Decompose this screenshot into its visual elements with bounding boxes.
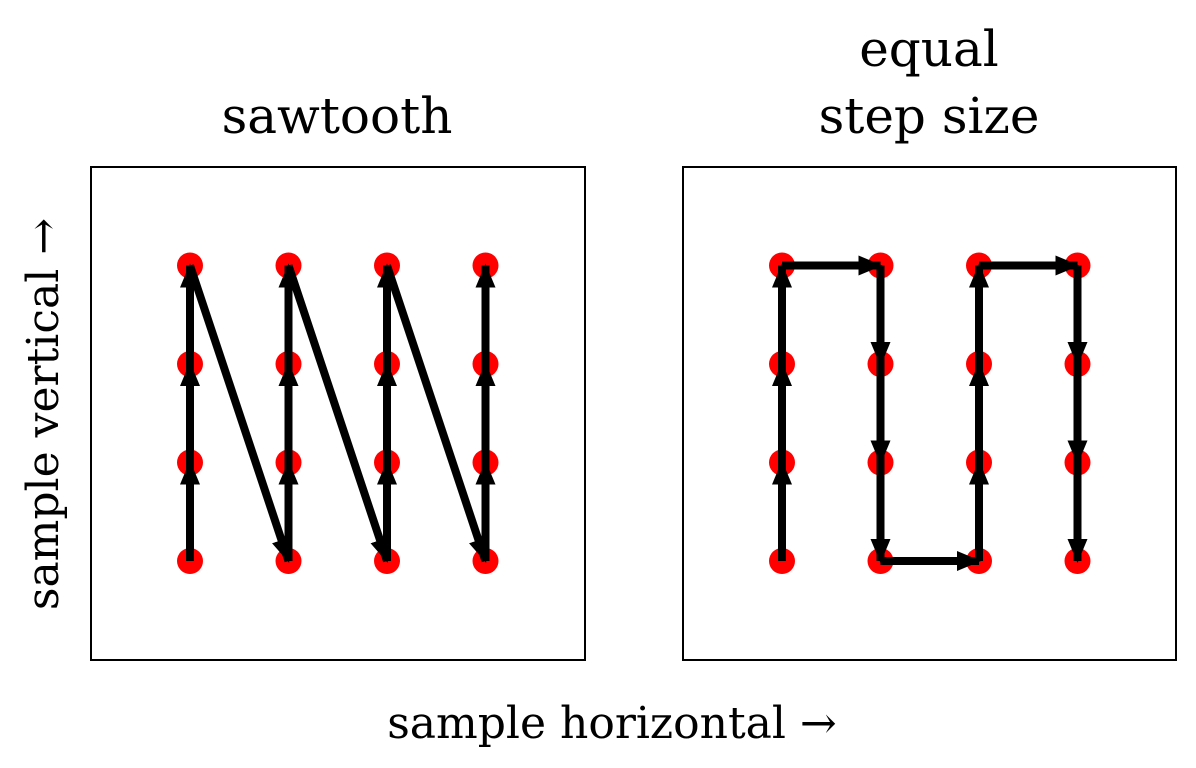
panel-equal-step-size: equal step size	[682, 20, 1177, 661]
panel-frame-equal-step-size	[682, 166, 1177, 661]
scan-path-sawtooth	[180, 263, 496, 563]
panel-sawtooth: sawtooth	[90, 87, 586, 661]
scan-step-arrow	[186, 264, 293, 563]
y-axis-label: sample vertical →	[18, 218, 69, 610]
panel-title-equal-step-size-line-1: equal	[859, 20, 999, 78]
x-axis-label: sample horizontal →	[387, 698, 837, 749]
scan-step-arrow	[383, 264, 490, 563]
scan-step-arrow	[284, 264, 391, 563]
panel-title-equal-step-size-line-2: step size	[819, 87, 1040, 145]
scan-path-equal-step-size	[772, 255, 1088, 571]
panel-title-sawtooth: sawtooth	[222, 87, 453, 145]
